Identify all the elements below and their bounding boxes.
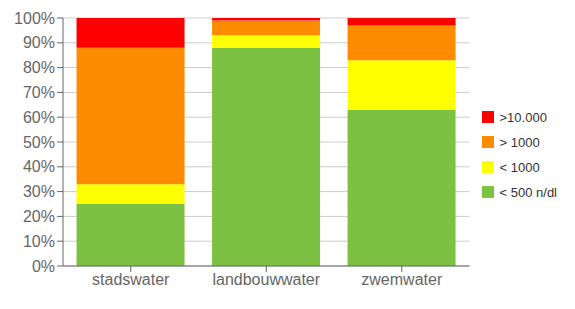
- svg-text:80%: 80%: [23, 59, 55, 76]
- html-text:> 1000: > 1000: [499, 134, 540, 150]
- html-text:< 1000: < 1000: [499, 159, 540, 175]
- svg-text:30%: 30%: [23, 183, 55, 200]
- svg-text:40%: 40%: [23, 158, 55, 175]
- svg-text:90%: 90%: [23, 34, 55, 51]
- svg-text:stadswater: stadswater: [92, 271, 170, 288]
- svg-text:60%: 60%: [23, 109, 55, 126]
- svg-text:landbouwwater: landbouwwater: [212, 271, 320, 288]
- svg-text:10%: 10%: [23, 233, 55, 250]
- svg-text:20%: 20%: [23, 208, 55, 225]
- html-text:< 500 n/dl: < 500 n/dl: [499, 184, 557, 200]
- svg-text:zwemwater: zwemwater: [361, 271, 443, 288]
- svg-text:100%: 100%: [14, 10, 55, 27]
- html-text:>10.000: >10.000: [499, 109, 547, 125]
- svg-text:70%: 70%: [23, 84, 55, 101]
- svg-text:50%: 50%: [23, 134, 55, 151]
- svg-text:0%: 0%: [32, 258, 55, 275]
